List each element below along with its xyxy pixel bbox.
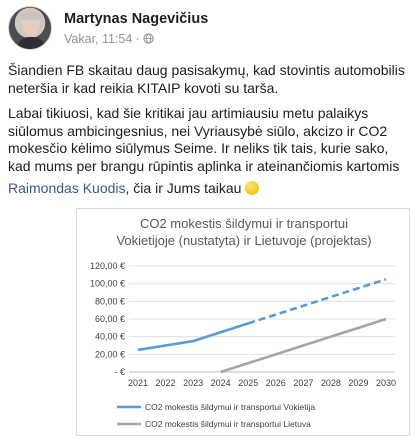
x-tick-label: 2029 [348, 378, 368, 388]
x-tick-label: 2028 [321, 378, 341, 388]
chart-legend: CO2 mokestis šildymui ir transportui Vok… [117, 402, 315, 429]
post-paragraph-1: Šiandien FB skaitau daug pasisakymų, kad… [8, 62, 405, 96]
x-tick-label: 2030 [376, 378, 396, 388]
chart-title-line2: Vokietijoje (nustatyta) ir Lietuvoje (pr… [116, 233, 371, 248]
y-axis-ticks: 120,00 € 100,00 € 80,00 € 60,00 € 40,00 € 20,… [90, 261, 125, 377]
avatar[interactable] [8, 6, 52, 50]
y-tick-label: 80,00 € [95, 296, 125, 306]
smiley-emoji-icon [245, 181, 260, 195]
author-name[interactable]: Martynas Nagevičius [64, 11, 209, 27]
y-tick-label: 120,00 € [90, 261, 125, 271]
meta-separator: · [135, 32, 140, 46]
post-timestamp[interactable]: Vakar, 11:54 [64, 32, 133, 46]
y-tick-label: 20,00 € [95, 349, 125, 359]
legend-label: CO2 mokestis šildymui ir transportui Vok… [145, 402, 315, 412]
legend-label: CO2 mokestis šildymui ir transportui Lie… [145, 419, 311, 429]
y-tick-label: - € [114, 367, 125, 377]
series-line [220, 317, 387, 374]
globe-icon[interactable] [142, 33, 154, 44]
y-tick-label: 100,00 € [90, 279, 125, 289]
post-meta: Vakar, 11:54 · [64, 32, 154, 46]
chart: CO2 mokestis šildymui ir transportui Vok… [90, 216, 396, 429]
x-tick-label: 2026 [266, 378, 286, 388]
post-paragraph-3: Raimondas Kuodis, čia ir Jums taikau [8, 180, 413, 198]
y-tick-label: 60,00 € [95, 314, 125, 324]
avatar-shirt [17, 37, 45, 49]
x-tick-label: 2027 [293, 378, 313, 388]
post-paragraph-2: Labai tikiuosi, kad šie kritikai jau art… [8, 105, 400, 174]
x-tick-label: 2025 [238, 378, 258, 388]
attached-chart-image[interactable]: CO2 mokestis šildymui ir transportui Vok… [76, 208, 410, 436]
chart-series [137, 278, 387, 374]
x-tick-label: 2021 [128, 378, 148, 388]
x-axis-ticks: 2021 2022 2023 2024 2025 2026 2027 2028 2029 2030 [128, 378, 396, 388]
post-header: Martynas Nagevičius Vakar, 11:54 · [8, 6, 408, 52]
avatar-hair [21, 12, 41, 20]
x-tick-label: 2023 [183, 378, 203, 388]
series-line-dashed [247, 278, 387, 325]
y-tick-label: 40,00 € [95, 332, 125, 342]
x-tick-label: 2024 [211, 378, 231, 388]
mention-suffix: , čia ir Jums taikau [125, 180, 242, 196]
series-line-solid [137, 322, 249, 352]
mention-link[interactable]: Raimondas Kuodis [8, 180, 126, 196]
x-tick-label: 2022 [156, 378, 176, 388]
chart-title-line1: CO2 mokestis šildymui ir transportui [140, 216, 348, 231]
